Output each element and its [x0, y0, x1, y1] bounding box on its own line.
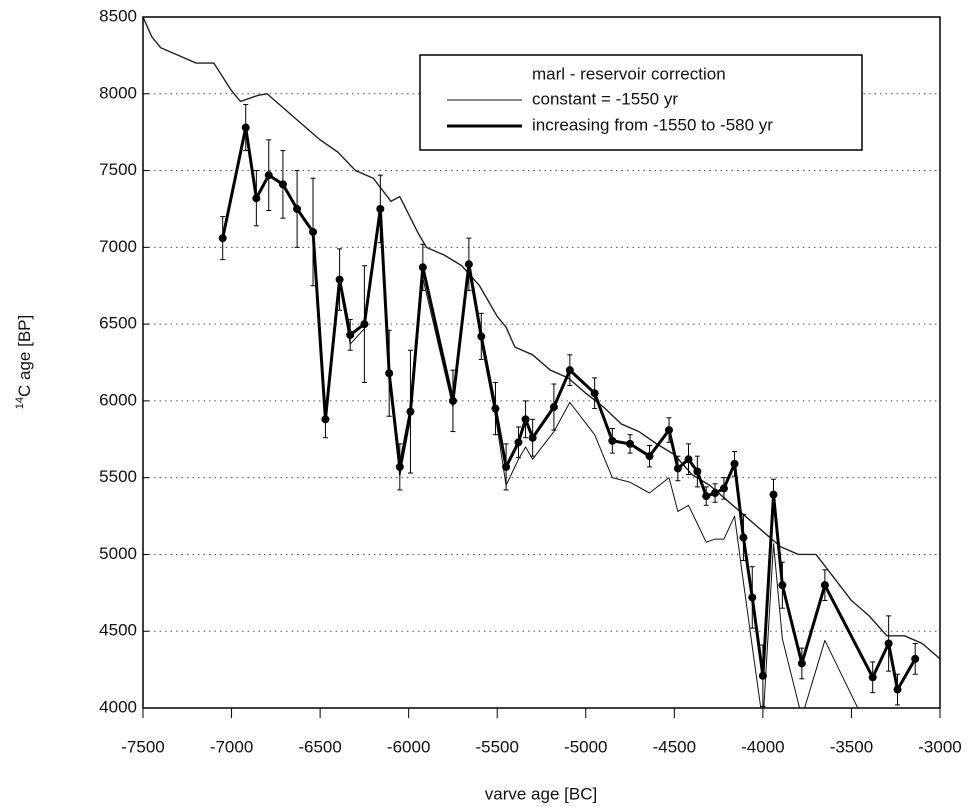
axes: 4000 4500 5000 5500 6000 6500 7000 7500 8000 8500…	[99, 6, 962, 756]
point	[278, 180, 287, 189]
point	[626, 439, 635, 448]
point	[477, 332, 486, 341]
point	[218, 234, 227, 243]
series-line	[143, 17, 940, 660]
x-tick-label: -5000	[564, 737, 607, 756]
legend-label: constant = -1550 yr	[532, 89, 678, 108]
y-tick-label: 7000	[99, 237, 137, 256]
point	[360, 320, 369, 329]
point	[406, 407, 415, 416]
point	[252, 194, 261, 203]
series-line	[222, 127, 859, 708]
point	[884, 639, 893, 648]
series-line	[221, 126, 917, 692]
point	[335, 275, 344, 284]
point	[684, 455, 693, 464]
y-tick-label: 7500	[99, 160, 137, 179]
y-tick-label: 6000	[99, 390, 137, 409]
point	[719, 484, 728, 493]
point	[730, 459, 739, 468]
x-tick-label: -7000	[210, 737, 253, 756]
point	[521, 415, 530, 424]
point	[264, 171, 273, 180]
point	[778, 581, 787, 590]
y-tick-label: 6500	[99, 314, 137, 333]
point	[385, 369, 394, 378]
y-tick-label: 5000	[99, 544, 137, 563]
y-tick-label: 4000	[99, 697, 137, 716]
point	[321, 415, 330, 424]
point	[911, 654, 920, 663]
point	[893, 685, 902, 694]
x-tick-label: -5500	[475, 737, 518, 756]
plot-area	[143, 17, 940, 708]
point	[769, 490, 778, 499]
y-axis-label-main: C age [BP]	[15, 315, 34, 397]
x-tick-label: -6500	[298, 737, 341, 756]
x-tick-label: -6000	[387, 737, 430, 756]
point	[702, 492, 711, 501]
point	[395, 462, 404, 471]
point	[514, 438, 523, 447]
point	[528, 433, 537, 442]
x-tick-label: -4500	[653, 737, 696, 756]
point	[346, 330, 355, 339]
point	[711, 489, 720, 498]
y-tick-label: 8000	[99, 83, 137, 102]
point	[565, 366, 574, 375]
y-tick-label: 4500	[99, 621, 137, 640]
legend-box	[419, 54, 863, 151]
point	[448, 396, 457, 405]
x-tick-label: -4000	[741, 737, 784, 756]
point	[590, 389, 599, 398]
point	[293, 204, 302, 213]
x-tick-label: -7500	[121, 737, 164, 756]
point	[748, 593, 757, 602]
point	[758, 671, 767, 680]
point	[693, 467, 702, 476]
point	[820, 581, 829, 590]
point	[491, 404, 500, 413]
legend-label: increasing from -1550 to -580 yr	[532, 115, 773, 134]
point	[376, 204, 385, 213]
point	[868, 673, 877, 682]
point	[739, 533, 748, 542]
x-tick-label: -3000	[918, 737, 961, 756]
point	[673, 464, 682, 473]
point	[241, 123, 250, 132]
point	[502, 462, 511, 471]
plot-frame	[142, 16, 941, 709]
y-axis-label-sup: 14	[14, 397, 26, 409]
point	[608, 436, 617, 445]
point	[797, 659, 806, 668]
legend-title: marl - reservoir correction	[532, 64, 726, 83]
x-tick-label: -3500	[830, 737, 873, 756]
point	[549, 403, 558, 412]
y-tick-label: 8500	[99, 6, 137, 25]
point	[645, 452, 654, 461]
point	[464, 260, 473, 269]
point	[665, 426, 674, 435]
legend: marl - reservoir correction constant = -…	[419, 54, 863, 151]
y-axis-label: 14C age [BP]	[14, 315, 35, 409]
point	[418, 263, 427, 272]
point	[309, 227, 318, 236]
y-tick-label: 5500	[99, 467, 137, 486]
x-axis-label: varve age [BC]	[485, 784, 597, 803]
